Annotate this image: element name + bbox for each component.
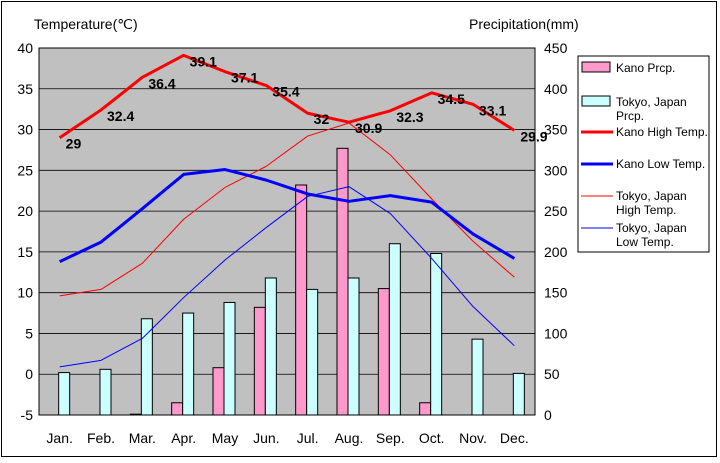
left-tick-label: 25 — [17, 162, 33, 178]
left-tick-label: 30 — [17, 122, 33, 138]
left-tick-label: 5 — [25, 325, 33, 341]
data-label: 34.5 — [438, 91, 465, 107]
right-tick-label: 0 — [544, 407, 552, 423]
left-tick-label: 15 — [17, 244, 33, 260]
x-tick-label: Jun. — [253, 430, 279, 446]
x-tick-label: Aug. — [335, 430, 364, 446]
bar-tokyo-prcp — [264, 277, 277, 416]
x-tick-label: Apr. — [171, 430, 196, 446]
x-tick-label: Feb. — [87, 430, 115, 446]
data-label: 32.4 — [107, 108, 134, 124]
bar-tokyo-prcp — [223, 301, 236, 416]
right-tick-label: 350 — [544, 122, 568, 138]
data-label: 36.4 — [148, 75, 175, 91]
left-tick-label: 40 — [17, 40, 33, 56]
bar-tokyo-prcp — [388, 243, 401, 416]
plot-area: -505101520253035400501001502002503003504… — [17, 40, 567, 446]
data-label: 33.1 — [479, 102, 506, 118]
plot-background — [38, 47, 536, 416]
right-tick-label: 200 — [544, 244, 568, 260]
bar-kano-prcp — [129, 413, 142, 416]
right-tick-label: 300 — [544, 162, 568, 178]
bar-kano-prcp — [253, 306, 266, 416]
data-label: 37.1 — [231, 70, 258, 86]
left-tick-label: 0 — [25, 366, 33, 382]
legend-swatch — [581, 95, 611, 107]
bar-kano-prcp — [419, 402, 432, 416]
right-tick-label: 50 — [544, 366, 560, 382]
bar-tokyo-prcp — [140, 318, 153, 416]
x-tick-label: Nov. — [459, 430, 487, 446]
x-tick-label: May — [212, 430, 238, 446]
legend-label: Tokyo, Japan Prcp. — [616, 95, 687, 123]
data-label: 32.3 — [396, 109, 423, 125]
legend-label: Tokyo, Japan High Temp. — [616, 189, 687, 217]
left-tick-label: 35 — [17, 81, 33, 97]
x-tick-label: Jul. — [297, 430, 319, 446]
bar-kano-prcp — [377, 288, 390, 416]
bar-tokyo-prcp — [99, 368, 112, 416]
data-label: 29 — [66, 136, 82, 152]
line-kano-low-temp — [59, 168, 516, 264]
bar-tokyo-prcp — [430, 253, 443, 416]
chart-frame: Temperature(℃) Precipitation(mm) -5 0 5 10 1… — [1, 1, 717, 457]
bar-tokyo-prcp — [58, 372, 71, 416]
legend-label: Kano High Temp. — [616, 125, 708, 139]
legend-label: Kano Prcp. — [616, 61, 675, 75]
right-tick-label: 100 — [544, 325, 568, 341]
right-tick-label: 150 — [544, 285, 568, 301]
right-tick-label: 400 — [544, 81, 568, 97]
legend: Kano Prcp. Tokyo, Japan Prcp. Kano High Tem… — [577, 55, 710, 253]
bar-tokyo-prcp — [182, 312, 195, 416]
data-label: 32 — [314, 111, 330, 127]
legend-box — [577, 55, 710, 253]
bar-tokyo-prcp — [512, 372, 525, 416]
bar-tokyo-prcp — [306, 288, 319, 416]
bar-tokyo-prcp — [471, 338, 484, 416]
bar-kano-prcp — [212, 367, 225, 416]
x-tick-label: Dec. — [500, 430, 529, 446]
line-tokyo-japan-low-temp — [59, 186, 515, 368]
data-label: 39.1 — [190, 53, 217, 69]
bar-kano-prcp — [295, 184, 308, 416]
left-tick-label: -5 — [21, 407, 34, 423]
climate-chart: Temperature(℃) Precipitation(mm) -5 0 5 10 1… — [17, 16, 710, 446]
data-label: 29.9 — [520, 128, 547, 144]
right-axis-title: Precipitation(mm) — [469, 16, 579, 32]
line-kano-high-temp — [58, 53, 516, 139]
bar-tokyo-prcp — [347, 277, 360, 416]
left-tick-label: 10 — [17, 285, 33, 301]
x-tick-label: Oct. — [419, 430, 445, 446]
legend-swatch — [581, 61, 611, 73]
left-axis-title: Temperature(℃) — [34, 16, 138, 32]
x-tick-label: Jan. — [46, 430, 72, 446]
x-tick-label: Sep. — [376, 430, 405, 446]
x-tick-label: Mar. — [129, 430, 156, 446]
left-tick-label: 20 — [17, 203, 33, 219]
legend-label: Kano Low Temp. — [616, 157, 705, 171]
data-label: 30.9 — [355, 120, 382, 136]
right-tick-label: 450 — [544, 40, 568, 56]
data-label: 35.4 — [272, 84, 299, 100]
bar-kano-prcp — [171, 402, 184, 416]
right-tick-label: 250 — [544, 203, 568, 219]
legend-label: Tokyo, Japan Low Temp. — [616, 221, 687, 249]
